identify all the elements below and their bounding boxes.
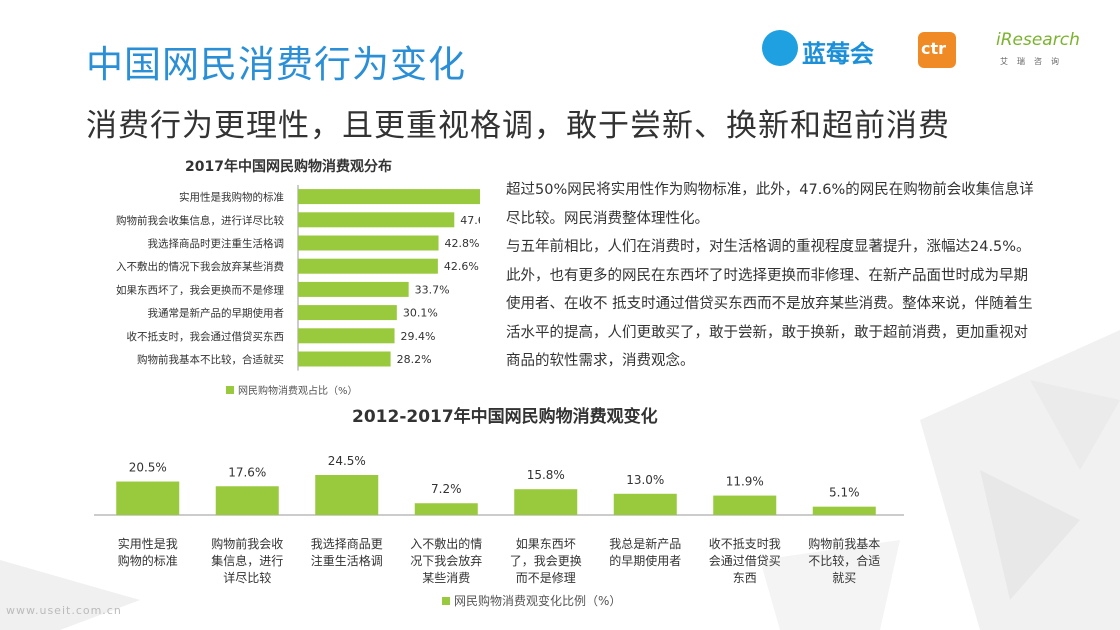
chart1-bar xyxy=(298,351,391,367)
chart1-data-label: 33.7% xyxy=(415,283,450,296)
chart2-data-label: 5.1% xyxy=(829,486,860,500)
chart1-title: 2017年中国网民购物消费观分布 xyxy=(185,159,392,175)
chart2-bar xyxy=(315,475,379,515)
chart1-bar xyxy=(298,212,455,228)
lanmei-logo: 蓝莓会 xyxy=(762,30,882,70)
chart1-legend: 网民购物消费观占比（%） xyxy=(226,382,358,397)
page-subtitle: 消费行为更理性，且更重视格调，敢于尝新、换新和超前消费 xyxy=(86,108,950,144)
chart1-data-label: 30.1% xyxy=(403,307,438,320)
watermark: www.useit.com.cn xyxy=(6,604,122,617)
chart2-title: 2012-2017年中国网民购物消费观变化 xyxy=(352,407,658,427)
description-paragraph-1: 超过50%网民将实用性作为购物标准，此外，47.6%的网民在购物前会收集信息详尽… xyxy=(506,182,1034,227)
iresearch-logo-text: iResearch xyxy=(996,30,1080,50)
chart2-data-label: 20.5% xyxy=(129,461,167,475)
chart2-category-label: 收不抵支时我会通过借贷买东西 xyxy=(709,537,781,585)
chart2-data-label: 13.0% xyxy=(626,473,664,487)
chart1-category-label: 收不抵支时，我会通过借贷买东西 xyxy=(127,330,285,343)
chart2-legend: 网民购物消费观变化比例（%） xyxy=(442,592,621,609)
lanmei-logo-text: 蓝莓会 xyxy=(802,40,874,68)
chart1-bar xyxy=(298,189,480,205)
chart1-bar xyxy=(298,328,395,344)
chart2-category-label: 如果东西坏了，我会更换而不是修理 xyxy=(510,536,582,585)
chart1-data-label: 42.8% xyxy=(445,237,480,250)
chart1-data-label: 28.2% xyxy=(397,353,432,366)
chart1-category-label: 我通常是新产品的早期使用者 xyxy=(148,307,285,320)
description-text: 超过50%网民将实用性作为购物标准，此外，47.6%的网民在购物前会收集信息详尽… xyxy=(506,176,1036,376)
chart2-bar xyxy=(215,486,279,515)
ctr-logo-text: ctr xyxy=(921,39,947,58)
chart2-category-label: 我总是新产品的早期使用者 xyxy=(609,536,681,568)
chart1-category-label: 如果东西坏了，我会更换而不是修理 xyxy=(116,283,284,296)
chart2-bar xyxy=(514,489,578,515)
chart2-data-label: 7.2% xyxy=(431,482,462,496)
chart2-bar xyxy=(414,503,478,515)
page-title: 中国网民消费行为变化 xyxy=(86,43,466,86)
chart2-bar xyxy=(812,506,876,515)
chart1-bar xyxy=(298,305,397,321)
chart1-legend-label: 网民购物消费观占比（%） xyxy=(238,386,358,397)
chart1-bar xyxy=(298,281,409,297)
chart1-category-label: 购物前我会收集信息，进行详尽比较 xyxy=(116,214,284,227)
ctr-mark-icon xyxy=(918,32,956,68)
chart2-bar xyxy=(613,493,677,515)
iresearch-logo-subtext: 艾瑞咨询 xyxy=(1000,57,1068,66)
chart1-category-label: 我选择商品时更注重生活格调 xyxy=(148,237,285,250)
chart2-svg: 20.5% 实用性是我购物的标准 17.6% 购物前我会收集信息，进行详尽比较 24.5… xyxy=(94,454,904,585)
chart2-legend-label: 网民购物消费观变化比例（%） xyxy=(454,594,622,608)
chart2-category-label: 购物前我会收集信息，进行详尽比较 xyxy=(211,536,283,585)
iresearch-logo: iResearch 艾瑞咨询 xyxy=(996,28,1084,74)
ctr-logo: ctr xyxy=(918,30,958,70)
chart1-data-label: 47.6% xyxy=(460,214,480,227)
chart2-bar xyxy=(116,481,180,515)
chart1-category-label: 购物前我基本不比较，合适就买 xyxy=(137,353,284,366)
chart1-data-label: 29.4% xyxy=(401,330,436,343)
chart2-category-label: 入不敷出的情况下我会放弃某些消费 xyxy=(410,536,482,585)
chart2-category-label: 实用性是我购物的标准 xyxy=(118,536,178,568)
chart1-category-label: 入不敷出的情况下我会放弃某些消费 xyxy=(116,260,284,273)
chart2-bar xyxy=(713,495,777,515)
chart1-data-label: 42.6% xyxy=(444,260,479,273)
chart1-svg: 实用性是我购物的标准55.6%购物前我会收集信息，进行详尽比较47.6%我选择商… xyxy=(116,185,480,371)
chart2-category-label: 我选择商品更注重生活格调 xyxy=(311,536,383,568)
description-paragraph-2: 与五年前相比，人们在消费时，对生活格调的重视程度显著提升，涨幅达24.5%。此外… xyxy=(506,239,1033,369)
chart1-legend-swatch xyxy=(226,385,234,394)
chart2-category-label: 购物前我基本不比较，合适就买 xyxy=(808,536,880,585)
chart2-data-label: 24.5% xyxy=(328,454,366,468)
chart1-bar xyxy=(298,258,438,274)
chart2-legend-swatch xyxy=(442,596,450,605)
lanmei-mark-icon xyxy=(762,30,798,66)
chart1-bar xyxy=(298,235,439,251)
chart2-data-label: 17.6% xyxy=(228,465,266,479)
chart2-data-label: 11.9% xyxy=(726,475,764,489)
chart2-data-label: 15.8% xyxy=(527,468,565,482)
chart1-category-label: 实用性是我购物的标准 xyxy=(179,191,284,204)
